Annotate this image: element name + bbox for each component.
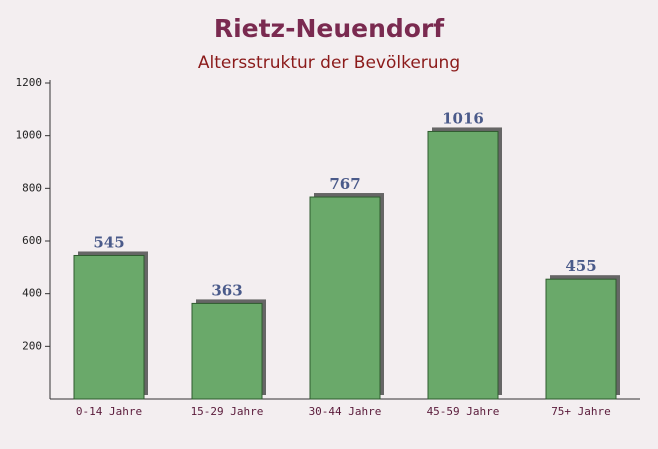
y-tick-label: 800 xyxy=(22,181,42,194)
y-tick-label: 1200 xyxy=(16,76,43,89)
bar xyxy=(73,254,145,400)
y-tick-label: 600 xyxy=(22,234,42,247)
bar xyxy=(191,302,263,400)
x-tick-label: 0-14 Jahre xyxy=(76,405,142,418)
chart-subtitle: Altersstruktur der Bevölkerung xyxy=(198,53,460,73)
x-tick-label: 75+ Jahre xyxy=(551,405,611,418)
y-tick-label: 200 xyxy=(22,339,42,352)
value-label: 455 xyxy=(565,257,596,275)
x-tick-label: 45-59 Jahre xyxy=(427,405,500,418)
value-label: 363 xyxy=(211,281,242,299)
x-tick-label: 15-29 Jahre xyxy=(191,405,264,418)
bar xyxy=(545,278,617,400)
x-tick-label: 30-44 Jahre xyxy=(309,405,382,418)
bar xyxy=(309,196,381,400)
value-label: 545 xyxy=(93,233,124,251)
chart-title: Rietz-Neuendorf xyxy=(214,14,445,43)
value-label: 1016 xyxy=(442,109,484,127)
value-label: 767 xyxy=(329,175,360,193)
y-tick-label: 1000 xyxy=(16,129,43,142)
y-tick-label: 400 xyxy=(22,287,42,300)
bar xyxy=(427,130,499,400)
